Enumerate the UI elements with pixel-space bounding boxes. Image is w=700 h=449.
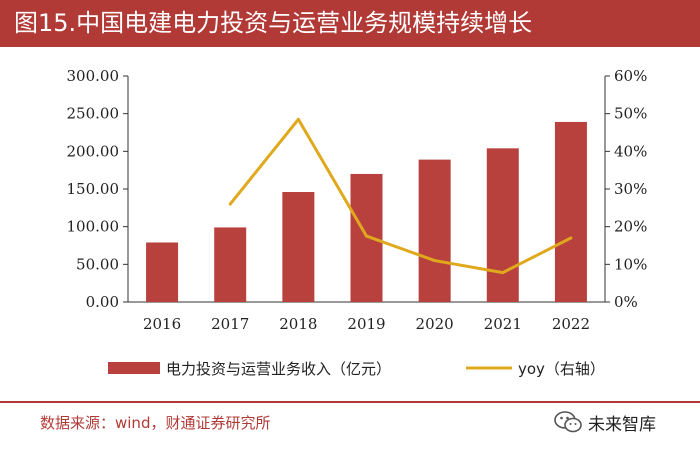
left-tick-label: 250.00 (67, 105, 120, 123)
right-tick-label: 0% (614, 293, 638, 311)
bar (282, 192, 315, 302)
left-tick-label: 150.00 (67, 180, 120, 198)
left-tick-label: 200.00 (67, 142, 120, 160)
footer-divider (0, 401, 700, 403)
x-tick-label: 2017 (211, 315, 249, 333)
bar (554, 121, 587, 302)
legend-line-label: yoy（右轴） (518, 360, 605, 378)
legend-bar-swatch (108, 362, 160, 374)
chart-title: 图15.中国电建电力投资与运营业务规模持续增长 (0, 0, 700, 47)
left-tick-label: 0.00 (86, 293, 119, 311)
bar (350, 173, 383, 302)
bars (146, 121, 587, 302)
yoy-point (365, 234, 368, 238)
legend: 电力投资与运营业务收入（亿元） yoy（右轴） (108, 360, 605, 378)
right-tick-label: 40% (614, 142, 647, 160)
legend-bar-label: 电力投资与运营业务收入（亿元） (166, 360, 391, 378)
chart: 0.0050.00100.00150.00200.00250.00300.00 … (67, 67, 648, 378)
right-tick-label: 50% (614, 105, 647, 123)
left-axis-ticks: 0.00 50.00 100.00 150.00 200.00 250.00 300.00 (67, 67, 128, 311)
x-tick-label: 2019 (347, 315, 385, 333)
wechat-icon (554, 411, 582, 433)
yoy-point (433, 259, 437, 263)
x-tick-label: 2020 (416, 315, 454, 333)
x-tick-label: 2021 (484, 315, 522, 333)
bar (146, 242, 179, 302)
x-tick-label: 2016 (143, 315, 181, 333)
yoy-line-path (229, 117, 572, 275)
right-tick-label: 20% (614, 218, 647, 236)
yoy-point (501, 271, 505, 275)
bar (418, 159, 451, 302)
x-tick-label: 2018 (279, 315, 317, 333)
left-tick-label: 300.00 (67, 67, 120, 85)
yoy-point (228, 202, 232, 206)
bar (214, 227, 247, 302)
left-tick-label: 50.00 (76, 255, 119, 273)
bar (486, 148, 519, 302)
yoy-point (569, 236, 573, 240)
watermark-text: 未来智库 (588, 414, 656, 435)
source-note: 数据来源：wind，财通证券研究所 (40, 414, 271, 432)
x-axis-labels: 2016 2017 2018 2019 2020 2021 2022 (143, 315, 590, 333)
right-tick-label: 30% (614, 180, 647, 198)
left-tick-label: 100.00 (67, 218, 120, 236)
yoy-point (296, 117, 300, 121)
x-tick-label: 2022 (552, 315, 590, 333)
right-tick-label: 10% (614, 255, 647, 273)
right-axis-ticks: 0% 10% 20% 30% 40% 50% 60% (605, 67, 647, 311)
watermark: 未来智库 (554, 406, 656, 438)
yoy-line (228, 117, 573, 275)
right-tick-label: 60% (614, 67, 647, 85)
